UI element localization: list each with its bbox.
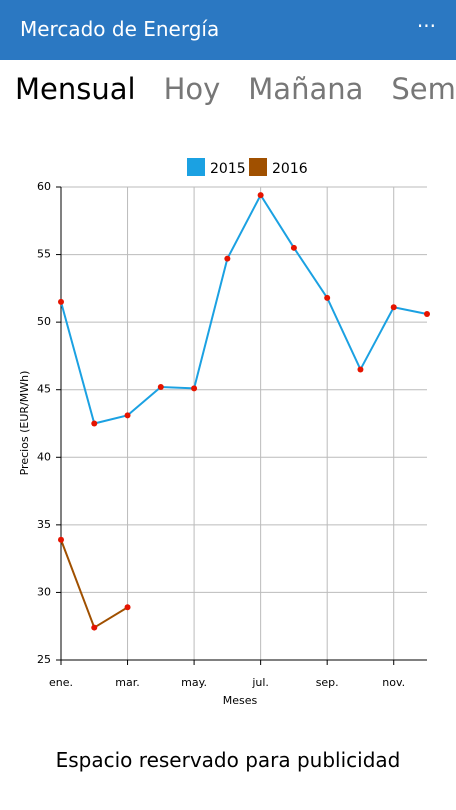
marker bbox=[390, 304, 397, 311]
x-tick-label: jul. bbox=[251, 676, 269, 689]
x-axis-label: Meses bbox=[223, 694, 258, 707]
marker bbox=[290, 244, 297, 251]
x-tick-label: mar. bbox=[115, 676, 139, 689]
series-line bbox=[60, 539, 129, 630]
marker bbox=[257, 192, 264, 199]
y-tick-label: 55 bbox=[37, 248, 51, 261]
tab[interactable]: Hoy bbox=[163, 72, 221, 106]
chart: Meses Precios (EUR/MWh) 25 30 35 40 45 50 55 60… bbox=[18, 158, 430, 707]
tab[interactable]: Semana bbox=[391, 72, 456, 106]
y-tick-label: 50 bbox=[37, 315, 51, 328]
y-axis-label: Precios (EUR/MWh) bbox=[18, 371, 31, 476]
ad-placeholder: Espacio reservado para publicidad bbox=[55, 748, 401, 772]
app-bar: Mercado de Energía ··· bbox=[0, 0, 456, 60]
x-tick-label: sep. bbox=[316, 676, 339, 689]
marker bbox=[58, 536, 64, 543]
marker bbox=[424, 311, 430, 318]
marker bbox=[224, 255, 231, 262]
y-tick-label: 45 bbox=[37, 383, 51, 396]
marker bbox=[91, 420, 98, 427]
legend-swatch bbox=[249, 158, 267, 176]
tabs: Mensual Hoy Mañana Semana bbox=[0, 72, 456, 116]
y-tick-label: 25 bbox=[37, 653, 51, 666]
marker bbox=[58, 298, 64, 305]
tab[interactable]: Mensual bbox=[15, 72, 136, 106]
marker bbox=[357, 366, 364, 373]
marker bbox=[157, 384, 164, 391]
y-tick-label: 35 bbox=[37, 518, 51, 531]
legend-label: 2016 bbox=[272, 161, 308, 177]
y-tick-label: 30 bbox=[37, 585, 51, 598]
legend-label: 2015 bbox=[210, 161, 246, 177]
x-tick-label: may. bbox=[181, 676, 207, 689]
tab[interactable]: Mañana bbox=[248, 72, 364, 106]
app-title: Mercado de Energía bbox=[20, 17, 220, 41]
y-tick-label: 40 bbox=[37, 450, 51, 463]
y-tick-label: 60 bbox=[37, 180, 51, 193]
marker bbox=[324, 294, 331, 301]
x-tick-label: nov. bbox=[382, 676, 405, 689]
x-tick-label: ene. bbox=[49, 676, 73, 689]
legend-swatch bbox=[187, 158, 205, 176]
marker bbox=[124, 412, 131, 419]
menu-button[interactable]: ··· bbox=[416, 14, 436, 38]
marker bbox=[91, 624, 98, 631]
marker bbox=[124, 604, 131, 611]
marker bbox=[191, 385, 198, 392]
series-line bbox=[60, 193, 428, 425]
